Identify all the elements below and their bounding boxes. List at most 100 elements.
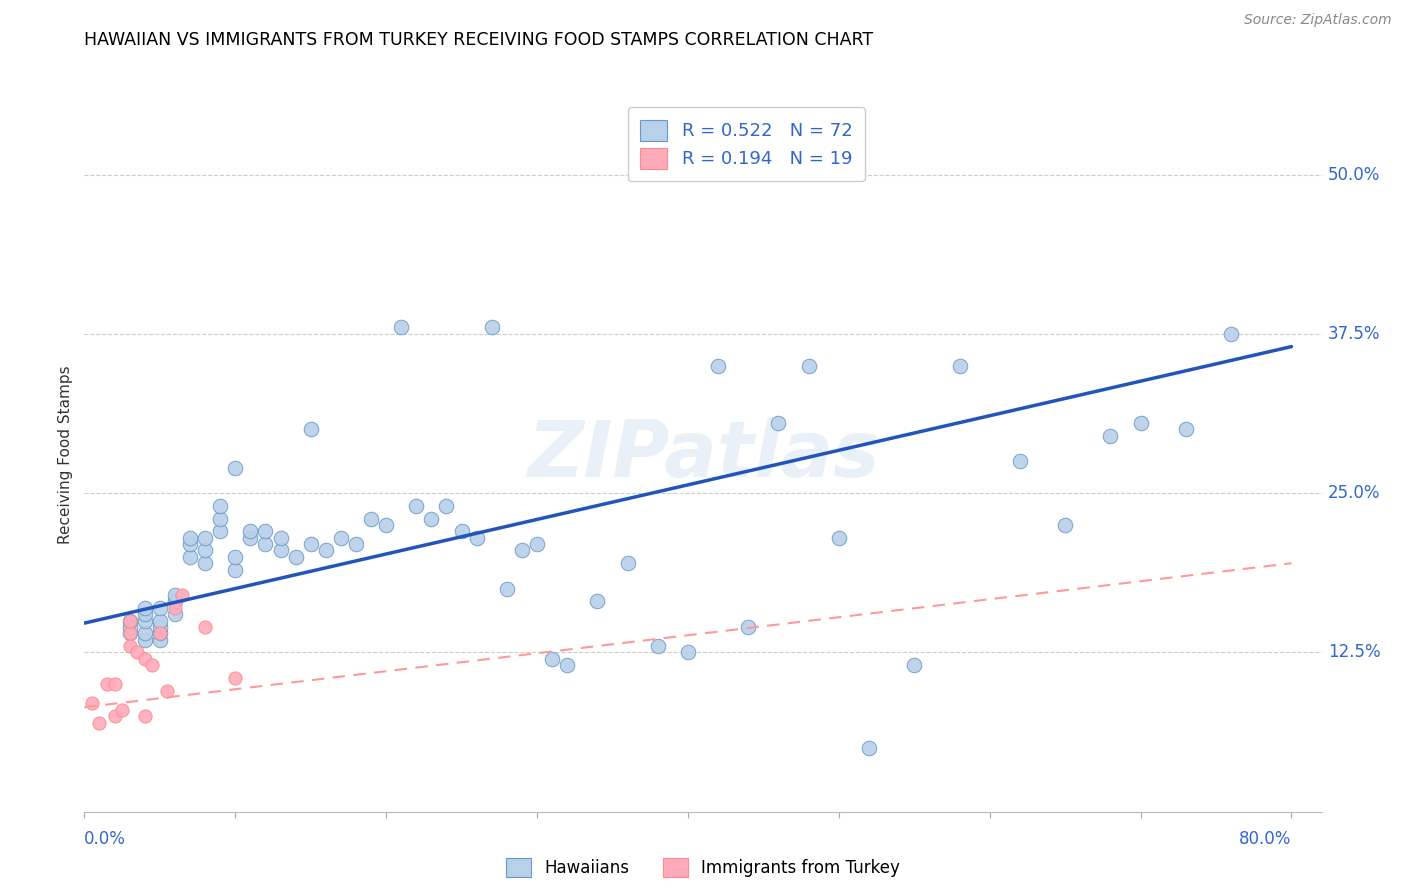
Point	[149, 614, 172, 628]
Text: HAWAIIAN VS IMMIGRANTS FROM TURKEY RECEIVING FOOD STAMPS CORRELATION CHART: HAWAIIAN VS IMMIGRANTS FROM TURKEY RECEI…	[84, 31, 873, 49]
Point	[389, 320, 412, 334]
Point	[194, 531, 217, 545]
Point	[134, 652, 156, 666]
Point	[149, 632, 172, 647]
Point	[209, 524, 232, 539]
Point	[858, 741, 880, 756]
Point	[149, 626, 172, 640]
Point	[118, 614, 141, 628]
Point	[96, 677, 118, 691]
Point	[481, 320, 503, 334]
Point	[465, 531, 488, 545]
Point	[903, 658, 925, 673]
Point	[179, 537, 201, 551]
Point	[80, 697, 103, 711]
Point	[239, 531, 262, 545]
Point	[118, 620, 141, 634]
Point	[224, 549, 246, 564]
Text: 80.0%: 80.0%	[1239, 830, 1292, 847]
Point	[254, 524, 277, 539]
Text: 50.0%: 50.0%	[1327, 166, 1381, 184]
Point	[797, 359, 820, 373]
Point	[118, 626, 141, 640]
Point	[707, 359, 730, 373]
Point	[828, 531, 851, 545]
Point	[555, 658, 578, 673]
Point	[1220, 326, 1243, 341]
Point	[360, 511, 382, 525]
Point	[194, 620, 217, 634]
Point	[179, 531, 201, 545]
Point	[163, 594, 186, 608]
Point	[194, 556, 217, 570]
Point	[1054, 518, 1077, 533]
Point	[676, 645, 699, 659]
Text: Source: ZipAtlas.com: Source: ZipAtlas.com	[1244, 13, 1392, 28]
Point	[270, 543, 292, 558]
Point	[270, 531, 292, 545]
Point	[156, 683, 179, 698]
Point	[495, 582, 517, 596]
Point	[1174, 422, 1197, 436]
Point	[118, 614, 141, 628]
Point	[103, 677, 125, 691]
Point	[149, 626, 172, 640]
Point	[118, 639, 141, 653]
Point	[1099, 429, 1122, 443]
Point	[118, 626, 141, 640]
Point	[111, 703, 134, 717]
Point	[134, 600, 156, 615]
Point	[134, 709, 156, 723]
Point	[224, 563, 246, 577]
Point	[254, 537, 277, 551]
Point	[239, 524, 262, 539]
Point	[134, 626, 156, 640]
Point	[149, 620, 172, 634]
Point	[344, 537, 367, 551]
Text: 25.0%: 25.0%	[1327, 484, 1381, 502]
Point	[768, 416, 790, 430]
Point	[420, 511, 443, 525]
Point	[134, 632, 156, 647]
Point	[163, 600, 186, 615]
Point	[1129, 416, 1152, 430]
Point	[134, 614, 156, 628]
Point	[299, 537, 322, 551]
Y-axis label: Receiving Food Stamps: Receiving Food Stamps	[58, 366, 73, 544]
Point	[616, 556, 638, 570]
Point	[329, 531, 352, 545]
Point	[405, 499, 427, 513]
Point	[737, 620, 759, 634]
Text: ZIPatlas: ZIPatlas	[527, 417, 879, 493]
Point	[948, 359, 970, 373]
Point	[224, 460, 246, 475]
Point	[510, 543, 533, 558]
Point	[194, 543, 217, 558]
Point	[127, 645, 149, 659]
Point	[89, 715, 111, 730]
Point	[541, 652, 564, 666]
Point	[134, 607, 156, 622]
Point	[526, 537, 548, 551]
Point	[141, 658, 163, 673]
Legend: Hawaiians, Immigrants from Turkey: Hawaiians, Immigrants from Turkey	[498, 849, 908, 886]
Point	[163, 607, 186, 622]
Point	[163, 588, 186, 602]
Point	[1008, 454, 1031, 468]
Text: 12.5%: 12.5%	[1327, 643, 1381, 662]
Point	[586, 594, 609, 608]
Point	[179, 549, 201, 564]
Point	[436, 499, 458, 513]
Text: 37.5%: 37.5%	[1327, 325, 1381, 343]
Point	[149, 600, 172, 615]
Point	[209, 499, 232, 513]
Point	[224, 671, 246, 685]
Text: 0.0%: 0.0%	[84, 830, 127, 847]
Point	[209, 511, 232, 525]
Point	[647, 639, 669, 653]
Point	[315, 543, 337, 558]
Point	[103, 709, 125, 723]
Point	[450, 524, 472, 539]
Point	[299, 422, 322, 436]
Point	[284, 549, 307, 564]
